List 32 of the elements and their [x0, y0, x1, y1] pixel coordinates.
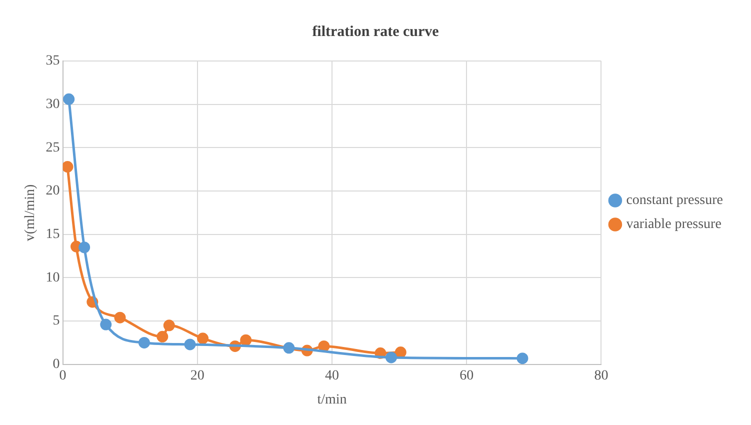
x-tick-label: 20 [190, 368, 204, 384]
point [163, 320, 175, 332]
point [283, 342, 295, 354]
legend-label: constant pressure [626, 193, 724, 208]
point [100, 318, 112, 330]
y-tick-label: 35 [46, 54, 60, 69]
chart-title: filtration rate curve [312, 24, 440, 40]
y-tick-label: 0 [52, 357, 60, 372]
y-tick-label: 20 [46, 184, 60, 199]
legend-label: variable pressure [626, 217, 722, 232]
y-tick-label: 10 [46, 270, 60, 286]
point [516, 352, 528, 364]
x-tick-label: 80 [594, 368, 608, 384]
point [138, 336, 150, 348]
y-tick-label: 30 [46, 97, 60, 112]
y-tick-label: 15 [46, 227, 60, 242]
point [78, 242, 90, 254]
point [318, 340, 330, 352]
y-tick-label: 5 [52, 314, 60, 329]
point [63, 93, 75, 105]
y-tick-label: 25 [46, 140, 60, 156]
point [197, 332, 209, 344]
point [240, 334, 252, 346]
point [184, 338, 196, 350]
y-axis-title: v(ml/min) [23, 184, 38, 242]
x-axis-title: t/min [317, 392, 347, 408]
point [62, 161, 74, 173]
point [385, 352, 397, 364]
point [156, 330, 168, 342]
x-tick-label: 40 [325, 368, 339, 384]
x-tick-label: 60 [460, 368, 474, 384]
point [114, 312, 126, 324]
